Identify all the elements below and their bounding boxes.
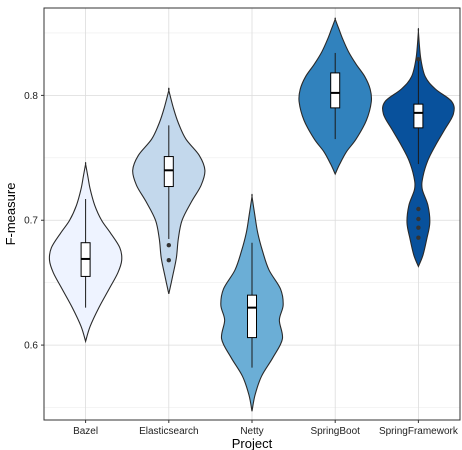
- x-axis-ticks: Bazel Elasticsearch Netty SpringBoot SpringF…: [73, 420, 459, 437]
- x-axis-title: Project: [232, 436, 273, 450]
- iqr-box: [413, 103, 424, 129]
- outlier-point: [416, 216, 421, 222]
- y-tick-label: 0.6: [24, 341, 38, 352]
- violin-netty: [220, 193, 284, 412]
- x-tick-label: Bazel: [73, 426, 98, 437]
- x-tick-label: Netty: [240, 426, 263, 437]
- outlier-point: [416, 235, 421, 240]
- y-tick-label: 0.7: [24, 216, 38, 227]
- y-tick-label: 0.8: [24, 91, 38, 102]
- iqr-box: [330, 72, 341, 109]
- iqr-box: [163, 156, 174, 188]
- outlier-point: [416, 225, 421, 230]
- outlier-point: [416, 206, 421, 212]
- iqr-box: [247, 294, 257, 339]
- violin-springboot: [298, 17, 373, 176]
- outlier-point: [416, 56, 421, 62]
- x-tick-label: SpringFramework: [379, 426, 459, 437]
- outlier-point: [166, 257, 171, 263]
- violin-series: [48, 17, 455, 412]
- x-tick-label: SpringBoot: [310, 426, 360, 437]
- violin-bazel: [48, 161, 123, 344]
- y-axis-title: F-measure: [3, 183, 18, 246]
- y-axis-ticks: 0.6 0.7 0.8: [24, 91, 44, 352]
- x-tick-label: Elasticsearch: [139, 426, 198, 437]
- violin-elasticsearch: [132, 87, 206, 295]
- violin-springframework: [382, 27, 455, 268]
- outlier-point: [166, 243, 171, 248]
